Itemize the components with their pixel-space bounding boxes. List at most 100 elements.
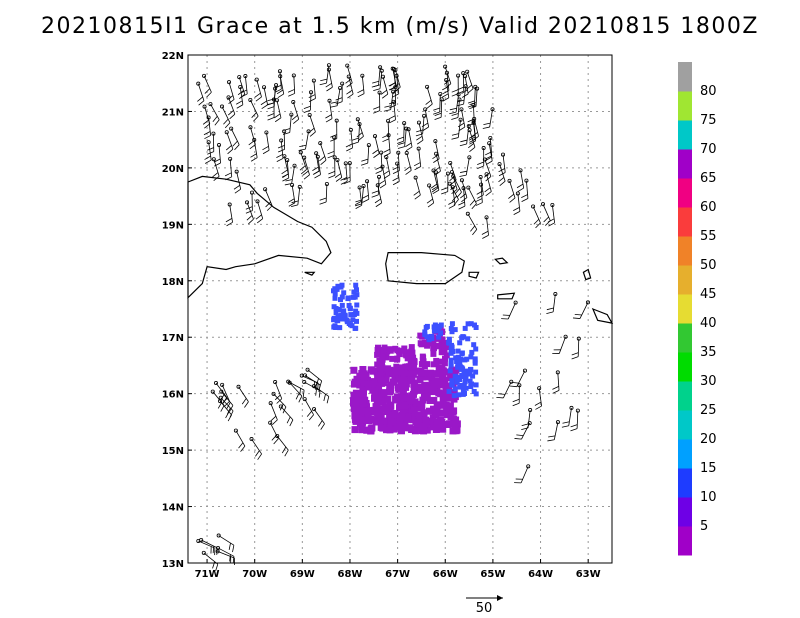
barb-feather	[357, 93, 365, 98]
wind-cell	[364, 380, 372, 388]
barb-staff	[480, 176, 484, 195]
barb-staff	[357, 119, 364, 137]
wind-cell	[384, 366, 391, 372]
wind-cell	[335, 318, 341, 324]
barb-staff	[307, 369, 322, 382]
barb-staff	[445, 79, 450, 98]
wind-cell	[367, 416, 375, 423]
wind-cell	[401, 402, 409, 410]
barb-station	[254, 77, 259, 82]
barb-feather	[448, 200, 455, 205]
barb-staff	[424, 109, 430, 128]
barb-feather	[390, 85, 397, 91]
barb-feather	[246, 215, 253, 221]
barb-staff	[291, 184, 296, 203]
wind-cell	[338, 297, 343, 303]
barb-staff	[270, 403, 278, 421]
wind-cell	[354, 287, 359, 293]
barb-staff	[284, 156, 289, 174]
barb-feather	[197, 96, 203, 102]
barb-feather	[318, 384, 321, 392]
barb-feather	[481, 230, 489, 235]
barb-feather	[220, 394, 225, 401]
barb-feather	[274, 88, 282, 93]
barb-staff	[210, 103, 220, 120]
wind-cell	[452, 386, 458, 392]
y-tick-label: 22N	[162, 51, 184, 62]
barb-feather	[361, 158, 369, 162]
barb-feather	[383, 152, 391, 157]
wind-cell	[453, 426, 461, 434]
barb-staff	[203, 75, 212, 93]
coastlines	[187, 175, 614, 324]
barb-feather	[469, 199, 475, 206]
barb-feather	[276, 158, 284, 162]
barb-feather	[224, 122, 231, 129]
barb-station	[404, 151, 409, 156]
barb-feather	[470, 225, 476, 232]
barb-feather	[343, 180, 351, 185]
barb-staff	[452, 176, 462, 193]
barb-feather	[320, 159, 327, 165]
barb-staff	[396, 163, 400, 182]
colorbar-label: 45	[700, 287, 717, 302]
wind-cell	[463, 376, 469, 382]
barb-feather	[309, 131, 316, 137]
wind-cell	[433, 328, 439, 334]
barb-feather	[482, 234, 489, 239]
barb-feather	[354, 203, 362, 207]
wind-cell	[471, 389, 477, 394]
wind-cell	[471, 342, 477, 348]
wind-cell	[468, 367, 473, 372]
barb-feather	[213, 158, 221, 163]
barb-feather	[323, 394, 326, 402]
barb-feather	[308, 414, 314, 421]
barb-feather	[306, 410, 312, 417]
barb-feather	[362, 194, 369, 199]
barb-station	[229, 126, 234, 131]
barb-staff	[382, 166, 387, 185]
barb-feather	[288, 93, 295, 97]
wind-cell	[398, 413, 406, 421]
barb-staff	[313, 385, 330, 397]
barb-feather	[513, 210, 521, 215]
barb-feather	[351, 141, 359, 145]
barb-staff	[406, 152, 412, 171]
wind-cell	[435, 342, 442, 349]
barb-feather	[468, 143, 475, 149]
barb-feather	[471, 203, 477, 210]
barb-staff	[249, 99, 259, 117]
barb-feather	[303, 174, 310, 180]
barb-feather	[432, 154, 439, 160]
wind-cell	[392, 367, 399, 374]
barb-staff	[576, 410, 579, 429]
barb-station	[443, 64, 448, 69]
barb-feather	[278, 148, 285, 153]
barb-staff	[226, 132, 234, 150]
coastline-vieques	[468, 271, 480, 279]
barb-staff	[336, 87, 341, 106]
barb-feather	[372, 149, 379, 155]
barb-feather	[234, 144, 240, 151]
wind-cell	[439, 343, 446, 350]
wind-cell	[370, 406, 378, 414]
wind-cell	[454, 379, 460, 385]
barb-station	[563, 334, 568, 339]
barb-staff	[361, 185, 364, 204]
wind-cell	[439, 372, 447, 380]
barb-station	[202, 104, 207, 109]
wind-cell	[419, 353, 426, 360]
barb-feather	[326, 86, 333, 92]
wind-cell	[407, 397, 414, 405]
barb-feather	[456, 103, 464, 107]
barb-feather	[207, 147, 214, 151]
barb-feather	[212, 172, 219, 178]
wind-cell	[411, 357, 418, 364]
barb-staff	[313, 80, 316, 99]
barb-staff	[489, 137, 493, 156]
barb-feather	[222, 397, 228, 404]
barb-staff	[426, 86, 433, 105]
wind-cell	[376, 418, 384, 426]
barb-feather	[319, 201, 327, 205]
barb-feather	[362, 198, 370, 203]
